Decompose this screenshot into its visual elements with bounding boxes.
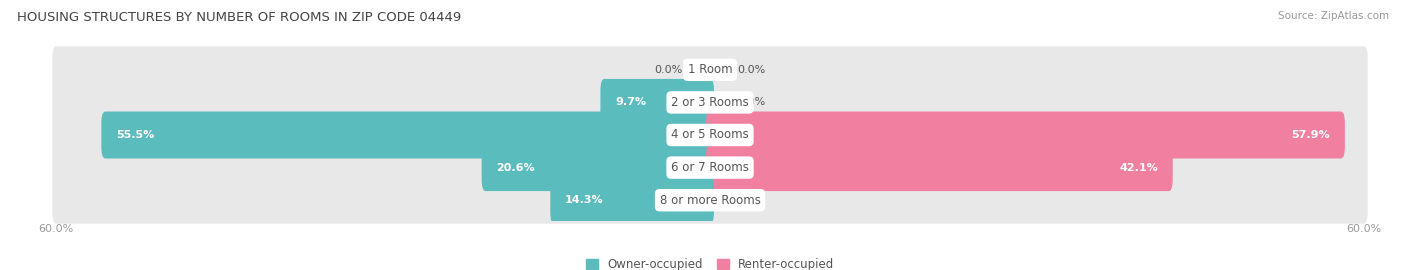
FancyBboxPatch shape	[52, 79, 1368, 126]
Text: 0.0%: 0.0%	[737, 195, 765, 205]
Text: 0.0%: 0.0%	[655, 65, 683, 75]
Text: Source: ZipAtlas.com: Source: ZipAtlas.com	[1278, 11, 1389, 21]
Text: 2 or 3 Rooms: 2 or 3 Rooms	[671, 96, 749, 109]
Legend: Owner-occupied, Renter-occupied: Owner-occupied, Renter-occupied	[586, 258, 834, 270]
FancyBboxPatch shape	[600, 79, 714, 126]
Text: 0.0%: 0.0%	[737, 97, 765, 107]
Text: 0.0%: 0.0%	[737, 65, 765, 75]
FancyBboxPatch shape	[52, 177, 1368, 224]
Text: 8 or more Rooms: 8 or more Rooms	[659, 194, 761, 207]
FancyBboxPatch shape	[52, 112, 1368, 158]
Text: 6 or 7 Rooms: 6 or 7 Rooms	[671, 161, 749, 174]
FancyBboxPatch shape	[52, 144, 1368, 191]
Text: 14.3%: 14.3%	[565, 195, 603, 205]
Text: 20.6%: 20.6%	[496, 163, 536, 173]
Text: 55.5%: 55.5%	[117, 130, 155, 140]
FancyBboxPatch shape	[706, 112, 1346, 158]
Text: HOUSING STRUCTURES BY NUMBER OF ROOMS IN ZIP CODE 04449: HOUSING STRUCTURES BY NUMBER OF ROOMS IN…	[17, 11, 461, 24]
FancyBboxPatch shape	[482, 144, 714, 191]
Text: 57.9%: 57.9%	[1292, 130, 1330, 140]
FancyBboxPatch shape	[101, 112, 714, 158]
Text: 4 or 5 Rooms: 4 or 5 Rooms	[671, 129, 749, 141]
FancyBboxPatch shape	[550, 177, 714, 224]
FancyBboxPatch shape	[706, 144, 1173, 191]
Text: 9.7%: 9.7%	[616, 97, 647, 107]
FancyBboxPatch shape	[52, 46, 1368, 93]
Text: 42.1%: 42.1%	[1119, 163, 1159, 173]
Text: 1 Room: 1 Room	[688, 63, 733, 76]
